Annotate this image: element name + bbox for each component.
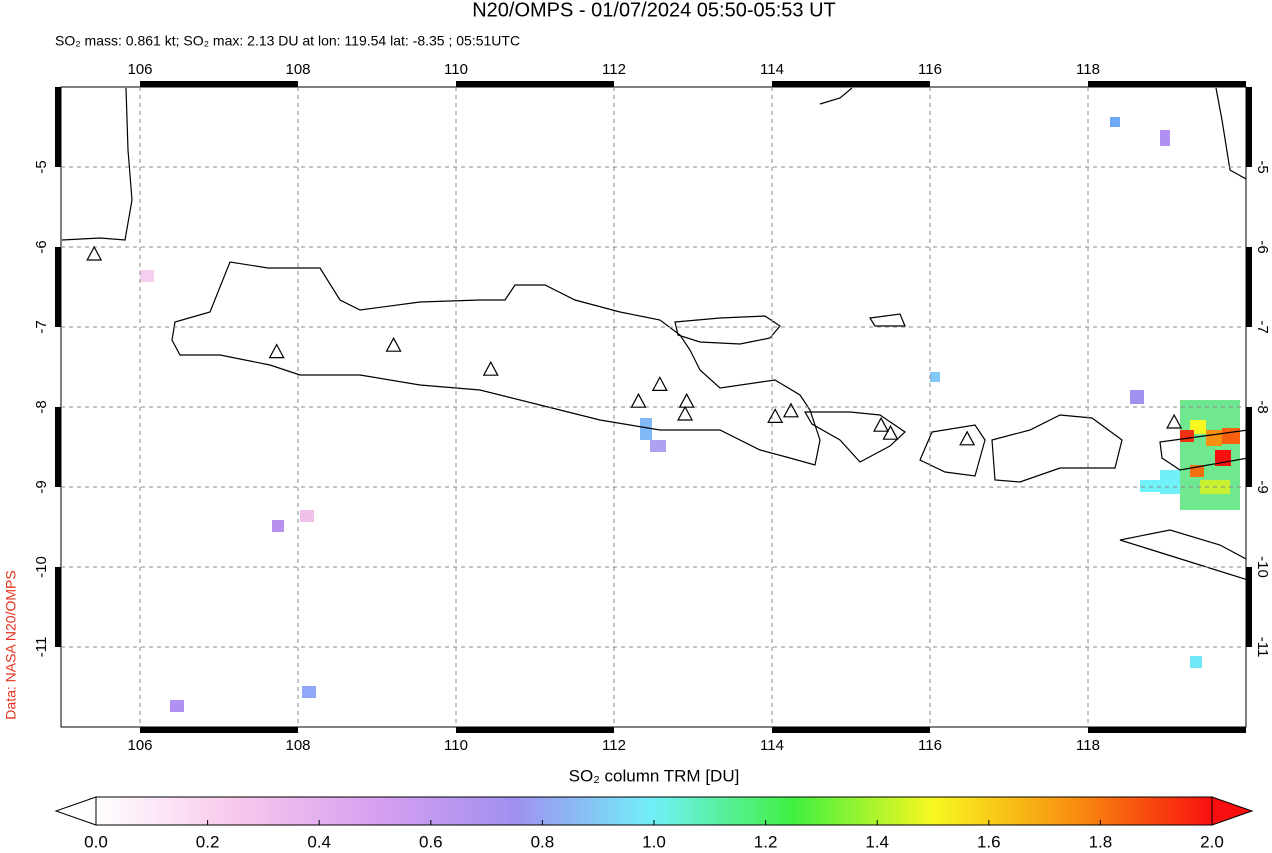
frame-bar [55, 87, 61, 167]
colorbar-tick-label: 1.8 [1089, 832, 1113, 851]
colorbar-tick-label: 0.6 [419, 832, 443, 851]
x-tick-label: 114 [760, 61, 784, 78]
subtitle: SO₂ mass: 0.861 kt; SO₂ max: 2.13 DU at … [55, 33, 520, 49]
frame-bar [140, 81, 298, 87]
y-tick-label: -5 [33, 160, 50, 173]
coastlines [61, 87, 1246, 581]
y-tick-label: -5 [1254, 160, 1271, 173]
colorbar-tick-label: 1.6 [977, 832, 1001, 851]
x-tick-label: 110 [444, 737, 468, 754]
y-tick-label: -11 [33, 637, 50, 658]
x-tick-label: 118 [1076, 737, 1100, 754]
title: N20/OMPS - 01/07/2024 05:50-05:53 UT [472, 0, 836, 21]
volcano [268, 343, 285, 359]
volcano [767, 408, 784, 423]
y-tick-label: -11 [1254, 637, 1271, 658]
volcano [873, 416, 890, 432]
y-tick-label: -7 [33, 320, 50, 333]
map-frame [55, 81, 1252, 733]
volcano [959, 430, 976, 446]
frame-bar [1246, 407, 1252, 487]
colorbar-high-end [1211, 796, 1254, 826]
frame-bar [456, 727, 614, 733]
frame-bar [55, 567, 61, 647]
y-tick-label: -7 [1254, 320, 1271, 333]
volcano [630, 392, 647, 408]
colorbar-tick-label: 0.4 [307, 832, 331, 851]
x-tick-label: 112 [602, 61, 626, 78]
x-tick-label: 106 [127, 737, 152, 754]
x-tick-label: 118 [1076, 61, 1100, 78]
colorbar-label: SO₂ column TRM [DU] [569, 766, 740, 785]
volcano [677, 405, 694, 421]
so2-pixels [140, 117, 1240, 712]
y-tick-label: -9 [1254, 480, 1271, 493]
x-tick-label: 110 [444, 61, 468, 78]
volcano [385, 336, 402, 352]
frame-bar [456, 81, 614, 87]
y-tick-label: -10 [1254, 556, 1271, 578]
volcano [482, 360, 499, 376]
frame-bar [1088, 81, 1246, 87]
volcano [782, 402, 799, 418]
y-tick-label: -10 [33, 556, 50, 578]
colorbar-tick-label: 0.8 [531, 832, 555, 851]
colorbar-tick-label: 1.0 [642, 832, 666, 851]
frame-bar [55, 407, 61, 487]
x-tick-label: 108 [285, 61, 310, 78]
volcano [678, 392, 695, 408]
frame-bar [1246, 567, 1252, 647]
frame-bar [1246, 87, 1252, 167]
y-tick-label: -9 [33, 480, 50, 493]
colorbar-tick-label: 1.4 [865, 832, 889, 851]
x-tick-label: 114 [760, 737, 784, 754]
colorbar-tick-label: 0.2 [196, 832, 220, 851]
x-tick-label: 108 [285, 737, 310, 754]
colorbar-tick-label: 1.2 [754, 832, 778, 851]
x-tick-label: 106 [127, 61, 152, 78]
volcano [882, 424, 899, 440]
credit: Data: NASA N20/OMPS [3, 570, 19, 719]
volcano [86, 245, 103, 261]
frame-bar [772, 727, 930, 733]
colorbar-low-end [54, 796, 97, 826]
x-tick-label: 116 [918, 61, 942, 78]
y-tick-label: -8 [33, 400, 50, 413]
frame-bar [55, 247, 61, 327]
y-tick-label: -6 [33, 240, 50, 253]
x-tick-label: 112 [602, 737, 626, 754]
frame-bar [772, 81, 930, 87]
frame-bar [1088, 727, 1246, 733]
x-tick-label: 116 [918, 737, 942, 754]
y-tick-label: -6 [1254, 240, 1271, 253]
y-tick-label: -8 [1254, 400, 1271, 413]
frame-bar [140, 727, 298, 733]
volcano [1166, 413, 1183, 429]
colorbar-tick-label: 0.0 [84, 832, 108, 851]
volcano [651, 376, 668, 391]
colorbar-tick-label: 2.0 [1200, 832, 1224, 851]
frame-bar [1246, 247, 1252, 327]
